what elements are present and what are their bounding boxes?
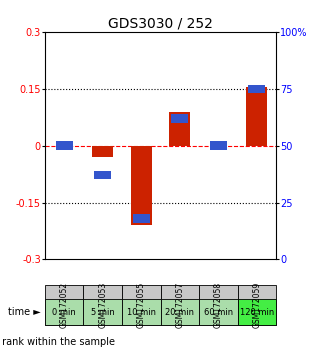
Bar xyxy=(238,299,276,325)
Text: GSM172058: GSM172058 xyxy=(214,282,223,328)
Title: GDS3030 / 252: GDS3030 / 252 xyxy=(108,17,213,31)
Text: 10 min: 10 min xyxy=(127,308,156,317)
Text: GSM172057: GSM172057 xyxy=(175,282,184,328)
Bar xyxy=(56,142,73,150)
Bar xyxy=(160,285,199,325)
Text: GSM172053: GSM172053 xyxy=(98,282,107,328)
Bar xyxy=(199,285,238,325)
Bar xyxy=(94,171,111,179)
Bar xyxy=(248,85,265,93)
Text: 5 min: 5 min xyxy=(91,308,115,317)
Legend: log2 ratio, percentile rank within the sample: log2 ratio, percentile rank within the s… xyxy=(0,325,115,347)
Text: 20 min: 20 min xyxy=(165,308,194,317)
Bar xyxy=(171,114,188,122)
Bar xyxy=(199,299,238,325)
Text: GSM172052: GSM172052 xyxy=(60,282,69,328)
Bar xyxy=(169,112,190,145)
Bar xyxy=(83,285,122,325)
Bar xyxy=(45,285,83,325)
Text: GSM172059: GSM172059 xyxy=(252,282,261,328)
Text: 60 min: 60 min xyxy=(204,308,233,317)
Text: time ►: time ► xyxy=(8,307,41,317)
Text: 120 min: 120 min xyxy=(240,308,274,317)
Bar xyxy=(238,285,276,325)
Bar xyxy=(210,142,227,150)
Text: 0 min: 0 min xyxy=(52,308,76,317)
Text: GSM172055: GSM172055 xyxy=(137,282,146,328)
Bar xyxy=(160,299,199,325)
Bar xyxy=(122,299,160,325)
Bar xyxy=(131,145,152,225)
Bar xyxy=(92,145,113,157)
Bar xyxy=(45,299,83,325)
Bar xyxy=(246,87,267,145)
Bar xyxy=(133,214,150,223)
Bar xyxy=(83,299,122,325)
Bar xyxy=(122,285,160,325)
